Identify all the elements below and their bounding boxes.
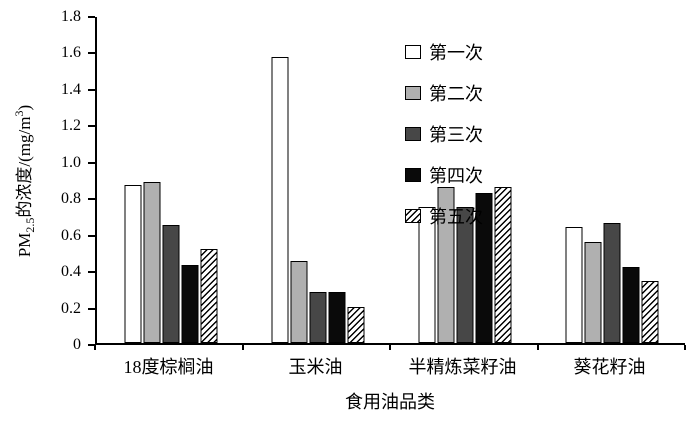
bar [328,292,345,343]
legend-item: 第一次 [405,41,483,63]
bar [124,185,141,343]
legend-label: 第四次 [429,166,483,186]
bar [622,267,639,343]
legend-swatch [405,45,421,59]
x-axis-ticks [94,345,686,351]
bar [456,207,473,343]
x-tick-mark [241,345,244,350]
bar [584,242,601,343]
bar [309,292,326,343]
y-tick-mark [88,125,95,128]
y-tick-label: 0.4 [61,263,81,281]
bar [475,193,492,343]
y-tick-mark [88,161,95,164]
legend-label: 第五次 [429,207,483,227]
legend-label: 第一次 [429,43,483,63]
y-tick-label: 1.8 [61,8,81,25]
bar [347,307,364,343]
bar [437,187,454,343]
y-tick-label: 1.2 [61,117,81,135]
bars-layer [97,17,685,343]
y-tick-label: 0.6 [61,226,81,244]
legend-item: 第二次 [405,82,483,104]
plot-area: 第一次第二次第三次第四次第五次 [95,17,685,345]
y-tick-mark [88,88,95,91]
bar [494,187,511,343]
y-axis-ticks: 0 0.2 0.4 0.6 0.8 1.0 1.2 1.4 1.6 1.8 [0,8,95,353]
bar [271,57,288,343]
y-tick-label: 1.6 [61,44,81,62]
bar-group [418,187,511,343]
y-tick-mark [88,16,95,18]
bar-group [124,182,217,343]
legend-item: 第三次 [405,123,483,145]
y-tick-mark [88,307,95,310]
bar [603,223,620,343]
bar-group [271,57,364,343]
y-tick-mark [88,271,95,274]
category-label: 玉米油 [288,357,343,377]
category-label: 18度棕榈油 [123,357,214,377]
legend-item: 第四次 [405,164,483,186]
legend-label: 第三次 [429,125,483,145]
legend-swatch [405,209,421,223]
bar-group [565,223,658,343]
y-tick-mark [88,198,95,201]
legend-swatch [405,168,421,182]
bar [200,249,217,343]
category-label: 葵花籽油 [573,357,646,377]
x-tick-mark [684,345,686,350]
bar [181,265,198,343]
legend-swatch [405,127,421,141]
category-label: 半精炼菜籽油 [408,357,517,377]
x-axis-title: 食用油品类 [345,392,435,412]
y-tick-label: 1.0 [61,153,81,171]
legend: 第一次第二次第三次第四次第五次 [405,41,483,227]
y-tick-label: 0.2 [61,299,81,317]
bar [565,227,582,343]
y-tick-label: 0 [73,336,81,353]
y-tick-mark [88,52,95,55]
legend-item: 第五次 [405,205,483,227]
y-tick-label: 0.8 [61,190,81,208]
bar [162,225,179,343]
bar [418,207,435,343]
y-tick-label: 1.4 [61,80,81,98]
x-tick-mark [389,345,391,350]
legend-label: 第二次 [429,84,483,104]
bar [290,261,307,343]
bar [641,281,658,343]
bar [143,182,160,343]
x-tick-mark [94,345,96,350]
x-tick-mark [536,345,539,350]
legend-swatch [405,86,421,100]
y-tick-mark [88,234,95,237]
category-labels: 18度棕榈油 玉米油 半精炼菜籽油 葵花籽油 [95,353,685,379]
y-tick-mark [88,344,95,346]
